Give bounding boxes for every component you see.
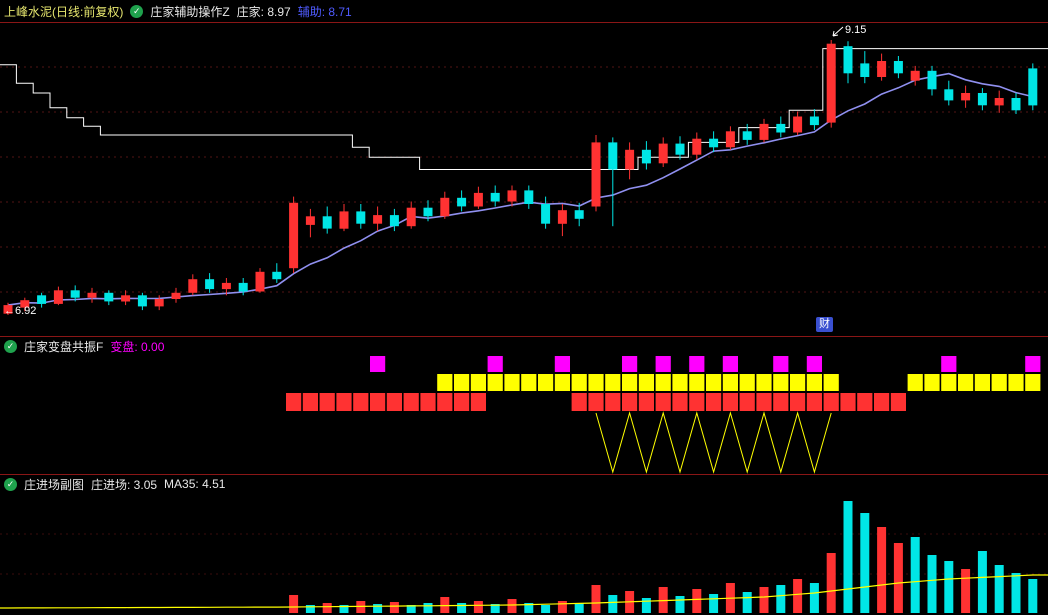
- resonance-header: ✓ 庄家变盘共振F 变盘: 0.00: [0, 337, 1048, 355]
- indicator-toggle-icon[interactable]: ✓: [4, 339, 17, 353]
- main-header: 上峰水泥(日线:前复权) ✓ 庄家辅助操作Z 庄家: 8.97 辅助: 8.71: [0, 0, 1048, 22]
- resonance-indicator-name: 庄家变盘共振F: [24, 339, 104, 354]
- zhuangjia-value: 庄家: 8.97: [236, 4, 291, 19]
- resonance-panel[interactable]: [0, 356, 1048, 474]
- stock-title: 上峰水泥(日线:前复权): [4, 4, 124, 19]
- indicator-name: 庄家辅助操作Z: [150, 4, 230, 19]
- entry-panel[interactable]: [0, 494, 1048, 615]
- resonance-canvas[interactable]: [0, 356, 1048, 474]
- candlestick-canvas[interactable]: [0, 23, 1048, 336]
- ma35-value: MA35: 4.51: [164, 477, 226, 491]
- cai-badge[interactable]: 财: [816, 317, 833, 332]
- entry-header: ✓ 庄进场副图 庄进场: 3.05 MA35: 4.51: [0, 475, 1048, 493]
- high-price-label: 9.15: [845, 24, 867, 36]
- entry-canvas[interactable]: [0, 494, 1048, 615]
- separator-top: [0, 22, 1048, 23]
- indicator-toggle-icon[interactable]: ✓: [4, 477, 17, 491]
- price-panel[interactable]: [0, 23, 1048, 336]
- high-arrow-icon: [832, 26, 844, 37]
- fuzhu-value: 辅助: 8.71: [297, 4, 352, 19]
- low-price-label: 6.92: [15, 305, 37, 317]
- low-price-annotation: ←6.92: [4, 305, 36, 317]
- separator-panel2: [0, 336, 1048, 337]
- entry-indicator-name: 庄进场副图: [24, 477, 85, 492]
- low-arrow-icon: ←: [4, 305, 15, 317]
- bianpan-value: 变盘: 0.00: [110, 339, 165, 354]
- jinchang-value: 庄进场: 3.05: [91, 477, 158, 492]
- high-price-annotation: 9.15: [830, 24, 866, 38]
- separator-panel3: [0, 474, 1048, 475]
- indicator-toggle-icon[interactable]: ✓: [130, 4, 144, 18]
